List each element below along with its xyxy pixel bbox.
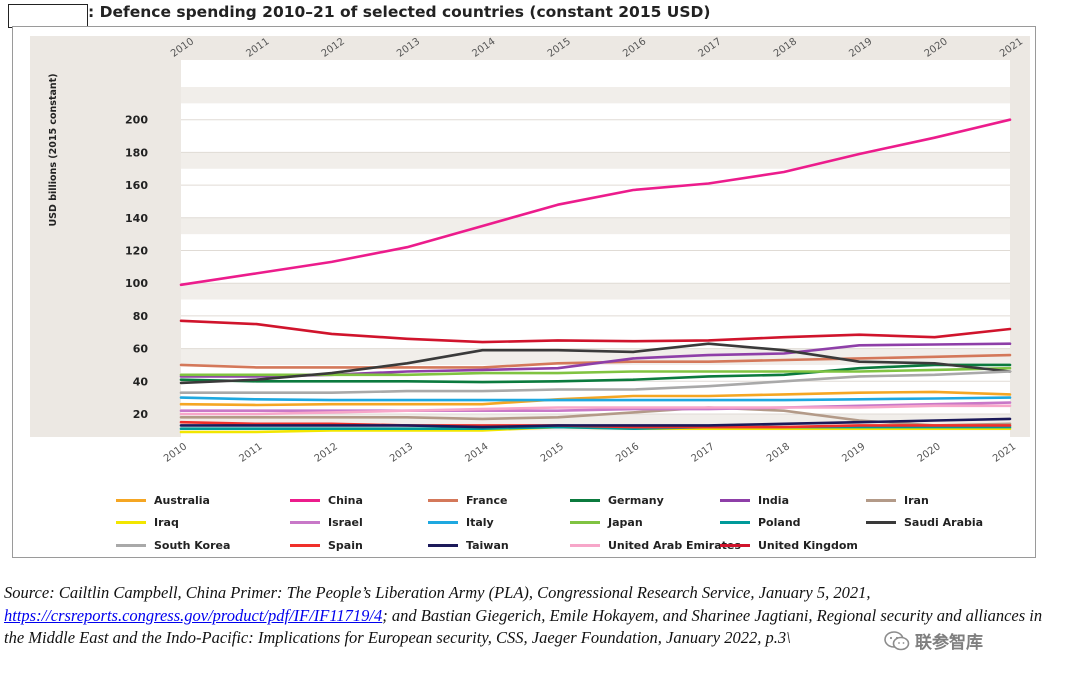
series-line-united-kingdom — [179, 319, 1012, 344]
series-line-china — [179, 118, 1012, 287]
y-axis-label: USD billions (2015 constant) — [48, 73, 59, 226]
y-tick-label: 140 — [125, 212, 148, 225]
series-line-south-korea — [179, 370, 1012, 395]
x-tick-label-bottom: 2016 — [614, 441, 641, 465]
x-tick-label-bottom: 2013 — [388, 441, 415, 465]
grid-band — [181, 283, 1010, 300]
y-tick-label: 40 — [133, 375, 149, 388]
watermark: 联参智库 — [884, 628, 983, 653]
x-tick-label-bottom: 2019 — [840, 441, 867, 465]
x-tick-label-bottom: 2012 — [313, 441, 340, 465]
grid-band — [181, 185, 1010, 202]
x-tick-label-bottom: 2020 — [916, 441, 943, 465]
x-tick-label-bottom: 2011 — [237, 441, 264, 465]
series-line-taiwan — [179, 417, 1012, 429]
y-tick-label: 20 — [133, 408, 149, 421]
y-tick-label: 160 — [125, 179, 148, 192]
wechat-icon — [884, 630, 910, 650]
x-tick-label-bottom: 2014 — [463, 441, 490, 465]
grid-band — [181, 152, 1010, 169]
series-line-united-arab-emirates — [179, 404, 1012, 416]
x-tick-label-bottom: 2015 — [539, 441, 566, 465]
x-tick-label-bottom: 2018 — [765, 441, 792, 465]
y-tick-label: 60 — [133, 343, 149, 356]
grid-band — [181, 217, 1010, 235]
chart-title: : Defence spending 2010–21 of selected c… — [88, 3, 711, 21]
x-tick-label-bottom: 2017 — [690, 441, 717, 465]
y-tick-label: 120 — [125, 245, 148, 258]
grid-band — [181, 87, 1010, 104]
series-line-saudi-arabia — [179, 342, 1012, 385]
x-tick-label-bottom: 2021 — [991, 441, 1018, 465]
series-line-australia — [179, 390, 1012, 407]
series-line-israel — [179, 401, 1012, 413]
x-tick-label-bottom: 2010 — [162, 441, 189, 465]
series-line-poland — [179, 425, 1012, 431]
grid-band — [181, 250, 1010, 267]
watermark-text: 联参智库 — [915, 633, 983, 653]
series-line-germany — [179, 363, 1012, 384]
y-tick-label: 180 — [125, 146, 148, 159]
y-tick-label: 200 — [125, 114, 148, 127]
source-citation: Source: Cailtlin Campbell, China Primer:… — [4, 582, 1054, 650]
series-line-italy — [179, 396, 1012, 402]
grid-band — [181, 119, 1010, 137]
source-link[interactable]: https://crsreports.congress.gov/product/… — [4, 605, 383, 625]
source-text-lead: Source: Cailtlin Campbell, China Primer:… — [4, 583, 871, 602]
source-text-rest: ; and Bastian Giegerich, Emile Hokayem, … — [4, 605, 1043, 648]
y-tick-label: 100 — [125, 277, 148, 290]
grid-band — [181, 315, 1010, 333]
y-tick-label: 80 — [133, 310, 149, 323]
